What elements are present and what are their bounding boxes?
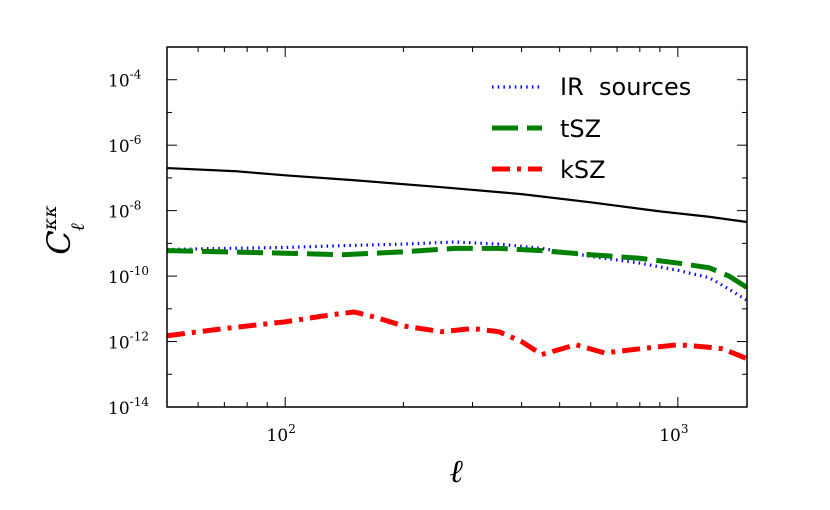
x-tick-label: 103 — [659, 422, 688, 446]
series-line-ksz — [167, 309, 747, 361]
y-axis-title-subscript: ℓ — [67, 223, 89, 231]
y-tick-labels: 10-14 10-12 10-10 10-8 10-6 10-4 — [108, 68, 149, 419]
legend-label-ir-sources: IR sources — [560, 73, 691, 101]
series-line-ir-sources — [167, 240, 747, 302]
y-axis-title-superscript: κκ — [39, 205, 61, 231]
ticks-layer — [166, 46, 747, 408]
y-tick-label: 10-10 — [108, 264, 149, 288]
legend-label-ksz: kSZ — [560, 156, 606, 184]
plot-frame — [166, 46, 748, 408]
y-tick-label: 10-12 — [108, 330, 149, 354]
series-line-tsz — [167, 245, 747, 290]
plot-background — [167, 47, 747, 407]
x-tick-label: 102 — [267, 422, 296, 446]
x-tick-labels: 102 103 — [267, 422, 689, 446]
series-line-total — [167, 166, 747, 224]
y-tick-label: 10-14 — [108, 395, 149, 419]
series-layer — [167, 166, 747, 361]
legend: IR sources tSZ kSZ — [492, 73, 691, 184]
y-axis-title: Cκκ ℓ — [39, 205, 89, 255]
x-axis-title: ℓ — [449, 452, 463, 490]
legend-label-tsz: tSZ — [560, 115, 601, 143]
y-tick-label: 10-6 — [108, 133, 141, 157]
y-tick-label: 10-4 — [108, 68, 142, 92]
y-tick-label: 10-8 — [108, 199, 141, 223]
y-axis-title-main: C — [40, 230, 78, 254]
